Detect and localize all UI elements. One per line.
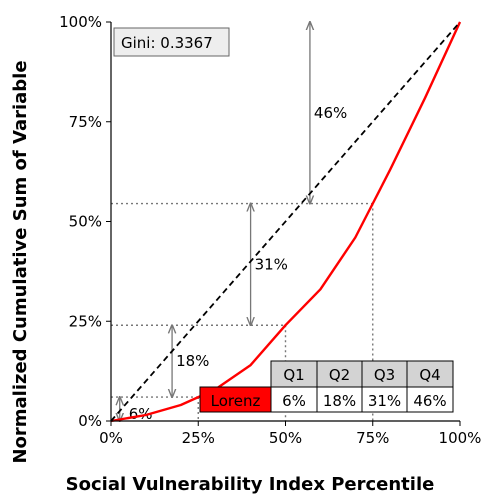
y-tick-label: 75%: [69, 113, 102, 131]
gap-label-q2: 18%: [176, 352, 209, 370]
y-tick-label: 100%: [59, 13, 102, 31]
table-value-label: 6%: [282, 392, 306, 410]
x-tick-label: 25%: [182, 429, 215, 447]
quartile-table: Q1 Q2 Q3 Q4 Lorenz 6% 18% 31% 46%: [199, 360, 454, 413]
table-header-label: Q4: [419, 366, 440, 384]
gap-label-q4: 46%: [314, 104, 347, 122]
table-value-label: 31%: [368, 392, 401, 410]
plot-area: 6% 18% 31% 46% 0% 25% 50% 75% 100% 0% 25% 50% 75% 100…: [59, 13, 481, 447]
table-row-label: Lorenz: [211, 392, 261, 410]
x-axis-label: Social Vulnerability Index Percentile: [66, 474, 435, 495]
table-header-label: Q1: [283, 366, 304, 384]
table-header-label: Q3: [374, 366, 395, 384]
series-line-equality: [110, 21, 461, 422]
x-tick-label: 0%: [99, 429, 123, 447]
y-axis-label: Normalized Cumulative Sum of Variable: [10, 60, 31, 463]
table-value-cell: [406, 386, 454, 413]
gap-label-q3: 31%: [255, 255, 288, 273]
gini-label: Gini: 0.3367: [121, 34, 213, 52]
x-tick-label: 75%: [356, 429, 389, 447]
table-header-cell: [316, 360, 363, 388]
x-tick-label: 50%: [269, 429, 302, 447]
series-line-lorenz: [110, 21, 462, 423]
table-value-cell: [361, 386, 408, 413]
table-header-cell: [270, 360, 318, 388]
y-tick-label: 25%: [69, 312, 102, 330]
table-header-cell: [406, 360, 454, 388]
y-tick-label: 0%: [78, 412, 102, 430]
table-value-label: 46%: [413, 392, 446, 410]
gini-box: [113, 27, 230, 57]
gap-label-q1: 6%: [129, 405, 153, 423]
x-tick-label: 100%: [439, 429, 482, 447]
table-header-label: Q2: [329, 366, 350, 384]
table-value-label: 18%: [323, 392, 356, 410]
y-tick-label: 50%: [69, 213, 102, 231]
